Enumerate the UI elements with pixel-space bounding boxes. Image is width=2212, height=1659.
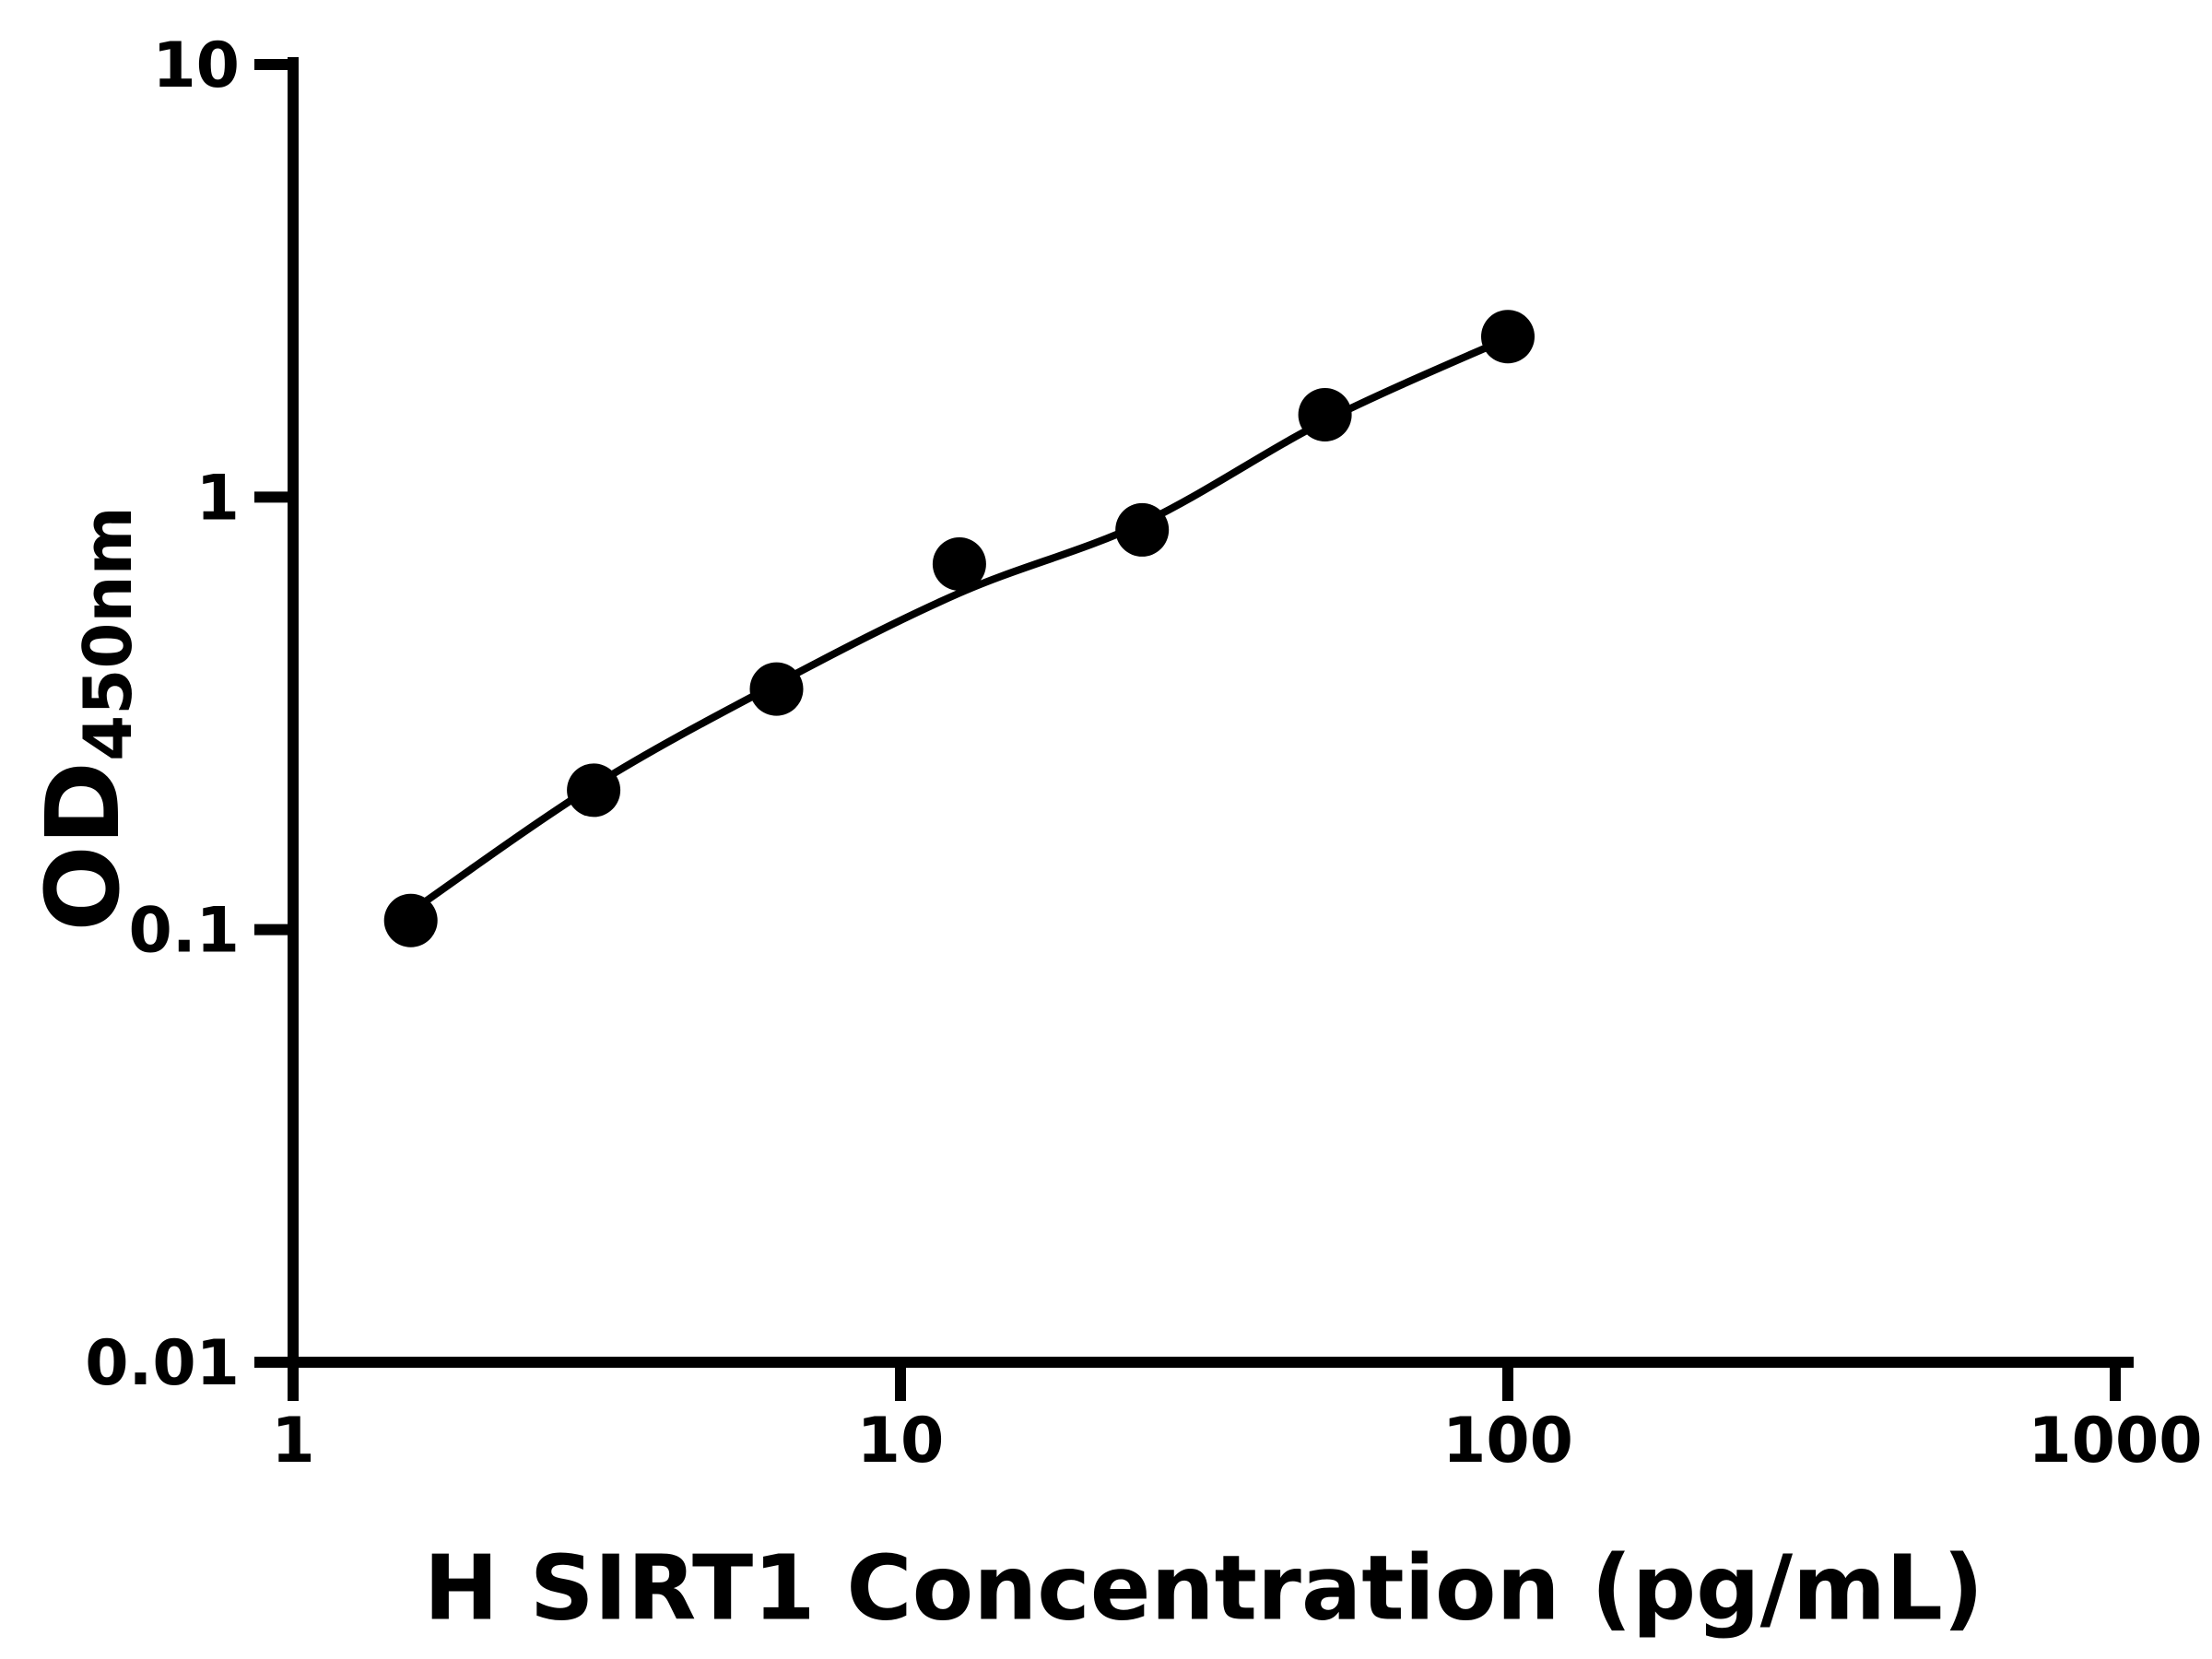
- y-axis-title-text: OD: [24, 760, 142, 932]
- x-tick-label: 1: [271, 1405, 314, 1477]
- y-tick-label: 10: [152, 29, 240, 102]
- y-tick-label: 0.01: [85, 1327, 240, 1400]
- x-tick-label: 10: [857, 1405, 945, 1477]
- data-point: [749, 662, 804, 716]
- data-point: [1298, 388, 1352, 441]
- data-point: [567, 763, 621, 818]
- x-tick-label: 100: [1442, 1405, 1573, 1477]
- y-axis-title: OD450nm: [24, 506, 147, 931]
- y-tick-label: 0.1: [129, 895, 240, 968]
- x-axis-title: H SIRT1 Concentration (pg/mL): [423, 1535, 1984, 1641]
- data-point: [1115, 502, 1170, 557]
- y-tick-label: 1: [196, 462, 240, 535]
- data-point: [1481, 310, 1535, 364]
- data-point: [383, 893, 438, 947]
- y-axis-title-subscript: 450nm: [69, 506, 147, 761]
- data-point: [932, 537, 986, 591]
- x-tick-label: 1000: [2028, 1405, 2202, 1477]
